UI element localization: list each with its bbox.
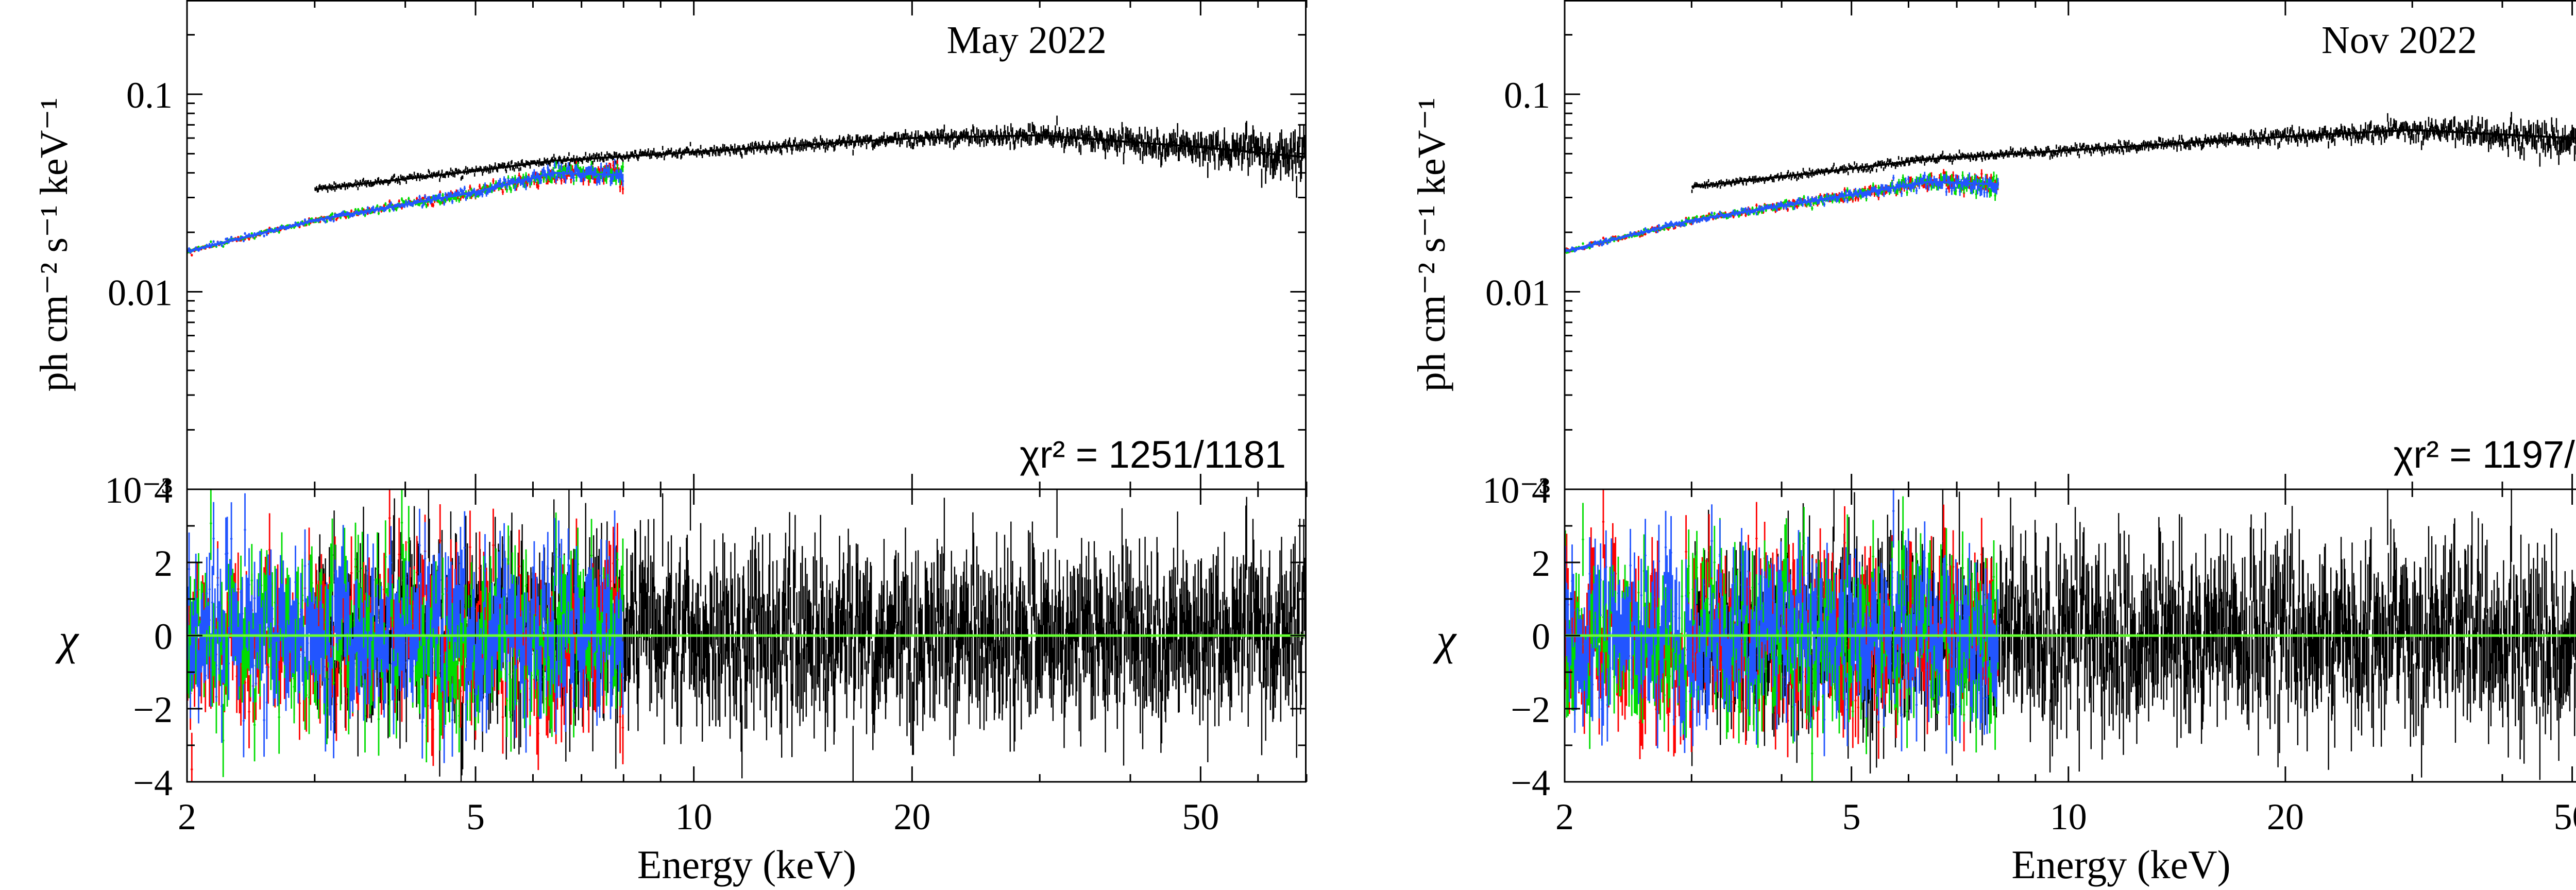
residual-y-tick-label: 0 (154, 616, 173, 657)
x-tick-label: 2 (178, 796, 196, 837)
x-tick-label: 5 (1842, 796, 1861, 837)
residual-y-tick-label: −4 (1511, 762, 1550, 803)
x-axis-label: Energy (keV) (637, 842, 856, 887)
residual-y-tick-label: 4 (154, 470, 173, 511)
residual-y-tick-label: 4 (1532, 470, 1550, 511)
panel-title: May 2022 (947, 19, 1107, 62)
y-ticks (187, 0, 1306, 783)
residual-y-axis-label: χ (1433, 614, 1457, 664)
y-tick-label: 0.1 (126, 75, 173, 116)
residual-y-tick-label: 0 (1532, 616, 1550, 657)
residual-y-tick-label: −4 (133, 762, 173, 803)
model-line-NuSTAR (314, 134, 1307, 191)
x-ticks (1564, 0, 2573, 782)
residual-y-axis-label: χ (55, 614, 79, 664)
model-line-NuSTAR (1691, 129, 2576, 188)
chi-square-label: χr² = 1251/1181 (1020, 433, 1286, 476)
y-tick-label: 10⁻³ (1482, 470, 1550, 511)
chi-square-label: χr² = 1197/1168 (2394, 433, 2576, 476)
model-line-soft-instrument-3 (1565, 181, 1999, 253)
x-ticks (186, 0, 1308, 782)
x-tick-label: 20 (893, 796, 930, 837)
y-axis-label: ph cm⁻² s⁻¹ keV⁻¹ (32, 98, 76, 392)
x-tick-label: 10 (675, 796, 713, 837)
residual-y-tick-label: −2 (133, 689, 173, 730)
model-line-soft-instrument-3 (187, 172, 624, 253)
residual-y-tick-label: 2 (1532, 543, 1550, 584)
residual-plot (1565, 489, 2576, 782)
x-tick-label: 50 (1182, 796, 1219, 837)
x-tick-label: 2 (1555, 796, 1574, 837)
residual-y-tick-label: −2 (1511, 689, 1550, 730)
panel-title: Nov 2022 (2321, 19, 2477, 62)
residual-y-tick-label: 2 (154, 543, 173, 584)
y-ticks (1565, 0, 1580, 783)
x-tick-label: 50 (2554, 796, 2576, 837)
spectrum-plot (187, 115, 1307, 256)
x-tick-label: 5 (466, 796, 485, 837)
y-axis-label: ph cm⁻² s⁻¹ keV⁻¹ (1410, 98, 1453, 392)
y-tick-label: 0.01 (108, 272, 173, 313)
x-tick-label: 20 (2267, 796, 2304, 837)
y-tick-label: 0.1 (1504, 75, 1550, 116)
x-tick-label: 10 (2050, 796, 2087, 837)
x-axis-label: Energy (keV) (2011, 842, 2230, 887)
y-tick-label: 0.01 (1485, 272, 1550, 313)
y-tick-label: 10⁻³ (105, 470, 173, 511)
